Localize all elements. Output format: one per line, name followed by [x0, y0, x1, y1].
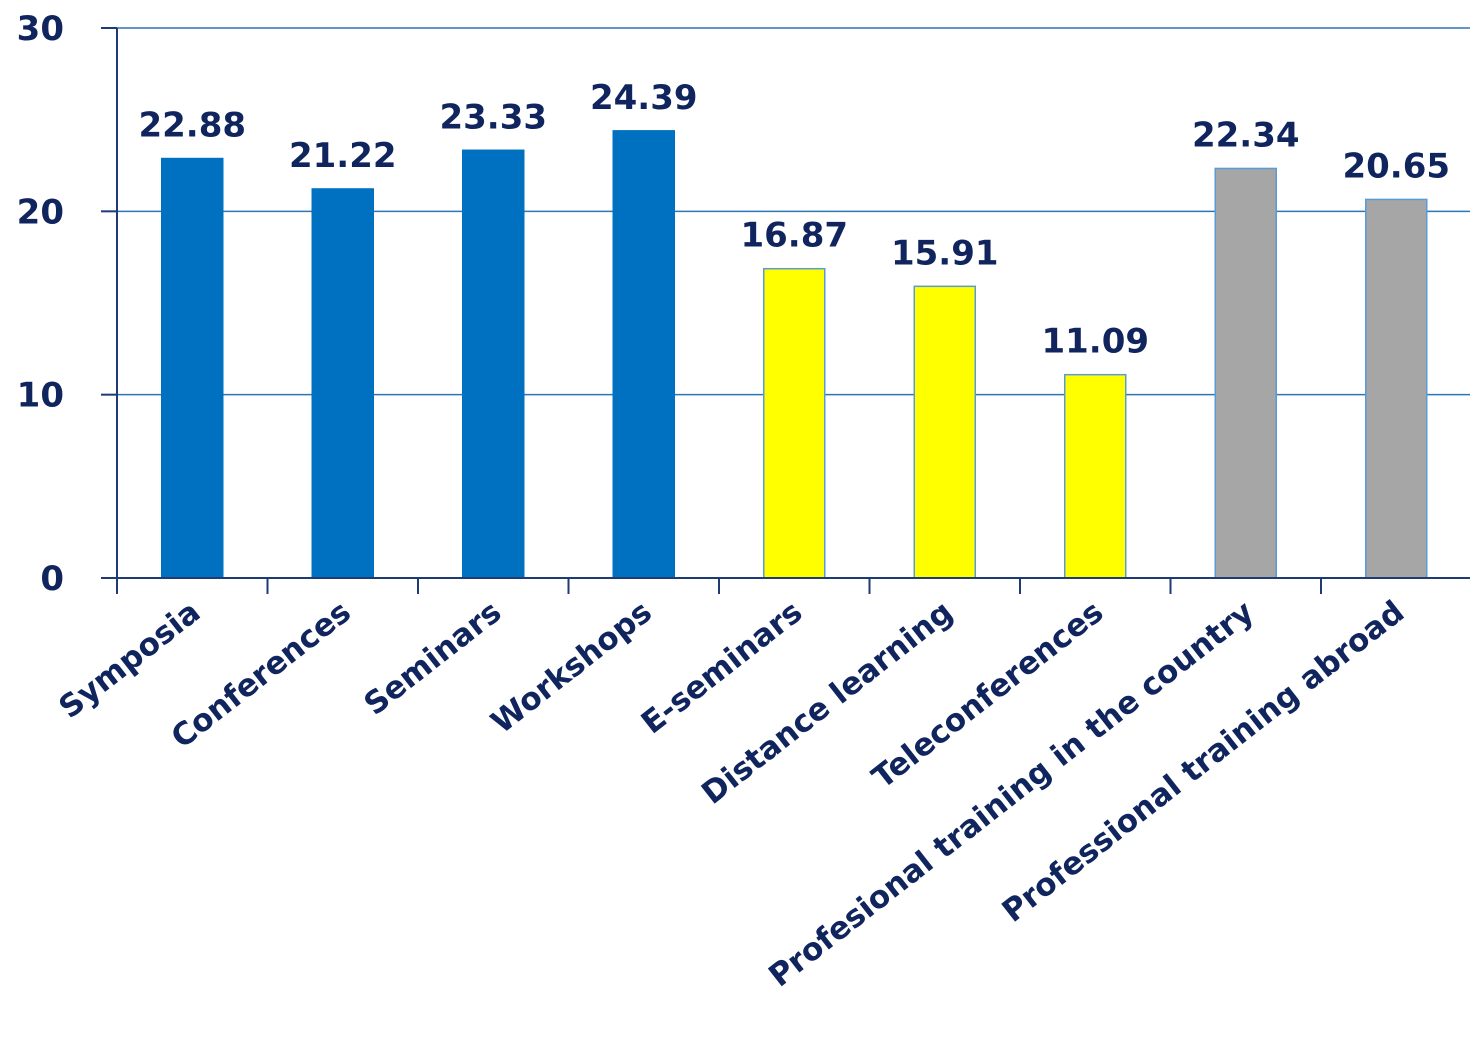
- data-label-5: 15.91: [891, 233, 999, 273]
- bar-4: [763, 267, 826, 579]
- y-tick-labels: 0 10 20 30: [17, 9, 64, 599]
- axes: [101, 27, 1470, 594]
- data-label-6: 11.09: [1041, 322, 1149, 362]
- bar-8: [1365, 198, 1428, 579]
- data-label-1: 21.22: [289, 136, 397, 176]
- data-label-2: 23.33: [439, 97, 547, 137]
- bar-1: [311, 188, 374, 579]
- data-label-3: 24.39: [590, 78, 698, 118]
- bars: [161, 130, 1428, 579]
- y-tick-label-30: 30: [17, 9, 64, 49]
- data-label-4: 16.87: [740, 216, 848, 256]
- data-label-0: 22.88: [138, 106, 246, 146]
- data-label-8: 20.65: [1342, 146, 1450, 186]
- category-label-2: Seminars: [358, 594, 509, 723]
- y-tick-label-10: 10: [17, 376, 64, 416]
- y-tick-label-20: 20: [17, 192, 64, 232]
- bar-5: [913, 285, 976, 579]
- bar-7: [1214, 167, 1277, 579]
- bar-2: [462, 149, 525, 579]
- y-tick-label-0: 0: [40, 559, 64, 599]
- data-label-7: 22.34: [1192, 115, 1300, 155]
- data-labels: 22.88 21.22 23.33 24.39 16.87 15.91 11.09 22.34…: [138, 78, 1450, 362]
- category-label-3: Workshops: [485, 594, 659, 741]
- bar-0: [161, 157, 224, 579]
- bar-6: [1064, 373, 1127, 579]
- category-label-5: Distance learning: [695, 594, 960, 812]
- category-label-0: Symposia: [52, 594, 207, 726]
- bar-3: [612, 130, 675, 579]
